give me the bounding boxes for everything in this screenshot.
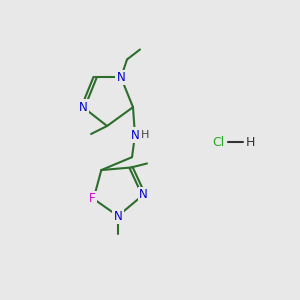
Text: N: N <box>79 101 87 114</box>
Text: N: N <box>139 188 148 201</box>
Text: H: H <box>245 136 255 148</box>
Text: H: H <box>141 130 149 140</box>
Text: Cl: Cl <box>212 136 224 148</box>
Text: N: N <box>117 71 125 84</box>
Text: N: N <box>130 129 140 142</box>
Text: N: N <box>114 209 122 223</box>
Text: F: F <box>89 192 96 206</box>
